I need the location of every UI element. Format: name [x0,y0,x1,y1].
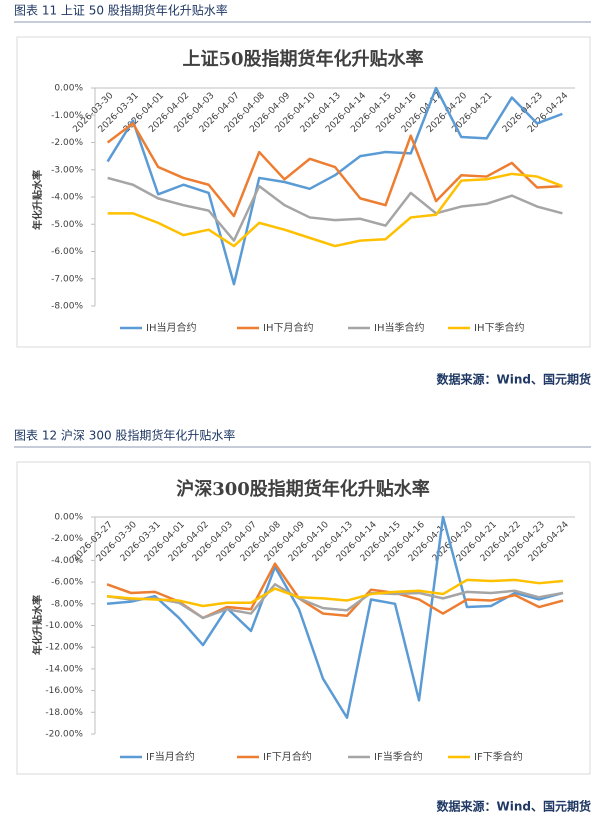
source-note: 数据来源：Wind、国元期货 [437,372,591,387]
legend-label: IH当月合约 [146,321,196,334]
legend-label: IH当季合约 [374,321,424,334]
series-line [106,578,564,608]
y-tick-label: -1.00% [51,111,83,121]
series-line [106,515,564,719]
legend-label: IH下月合约 [263,321,313,334]
series-line [106,86,563,286]
legend-label: IF当季合约 [374,750,423,763]
y-tick-label: -3.00% [51,165,83,175]
figure-caption: 图表 12 沪深 300 股指期货年化升贴水率 [14,428,235,443]
chart-frame [16,461,591,775]
y-tick-label: -4.00% [51,193,83,203]
series-line [107,172,563,248]
y-tick-label: -2.00% [51,138,83,148]
y-tick-label: -6.00% [51,578,83,588]
y-tick-label: 0.00% [54,513,83,523]
series-line [107,176,563,242]
series-line [106,583,564,620]
legend-label: IH下季合约 [474,321,524,334]
legend-label: IF下季合约 [474,750,523,763]
chart-title: 上证50股指期货年化升贴水率 [182,48,423,70]
y-tick-label: -16.00% [45,686,83,696]
y-tick-label: -18.00% [45,708,83,718]
legend-label: IF下月合约 [263,750,312,763]
y-tick-label: -4.00% [51,556,83,566]
y-tick-label: -8.00% [51,302,83,312]
legend-label: IF当月合约 [146,750,195,763]
figure-caption: 图表 11 上证 50 股指期货年化升贴水率 [14,3,228,18]
series-line [106,122,563,218]
chart-title: 沪深300股指期货年化升贴水率 [176,478,430,500]
source-note: 数据来源：Wind、国元期货 [437,799,591,814]
y-tick-label: -8.00% [51,599,83,609]
y-tick-label: -20.00% [45,730,83,740]
y-axis-label: 年化升贴水率 [31,170,44,230]
y-tick-label: -7.00% [51,274,83,284]
y-tick-label: -12.00% [45,643,83,653]
y-tick-label: -14.00% [45,664,83,674]
y-axis-label: 年化升贴水率 [31,595,44,655]
y-tick-label: -6.00% [51,247,83,257]
y-tick-label: -10.00% [45,621,83,631]
chart-frame [16,36,591,348]
y-tick-label: -5.00% [51,220,83,230]
y-tick-label: 0.00% [54,84,83,94]
y-tick-label: -2.00% [51,534,83,544]
